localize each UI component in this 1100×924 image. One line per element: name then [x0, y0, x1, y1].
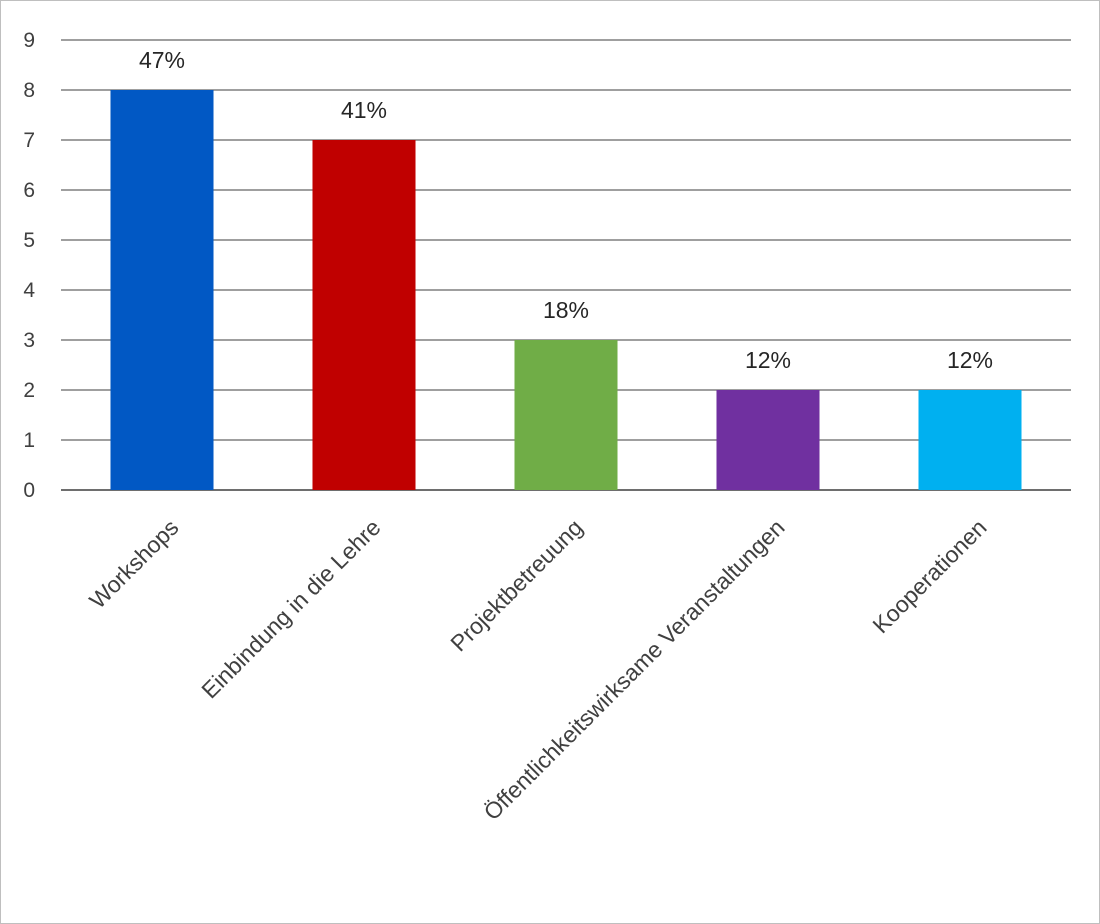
y-tick-label: 8: [23, 79, 35, 102]
y-tick-label: 7: [23, 129, 35, 152]
bar: [514, 340, 618, 490]
bar: [716, 390, 820, 490]
bar: [110, 90, 214, 490]
category-label: Kooperationen: [867, 514, 991, 638]
bar: [918, 390, 1022, 490]
category-label: Einbindung in die Lehre: [196, 514, 385, 703]
data-label: 12%: [947, 347, 993, 373]
y-tick-label: 9: [23, 29, 35, 52]
y-tick-label: 4: [23, 279, 35, 302]
y-tick-label: 2: [23, 379, 35, 402]
category-label: Workshops: [84, 514, 183, 613]
data-labels: 47% 41% 18% 12% 12%: [139, 47, 993, 373]
y-tick-label: 5: [23, 229, 35, 252]
y-tick-label: 6: [23, 179, 35, 202]
y-axis-ticks: 0 1 2 3 4 5 6 7 8 9: [23, 29, 35, 502]
bar: [312, 140, 416, 490]
gridlines: [61, 39, 1071, 491]
y-tick-label: 0: [23, 479, 35, 502]
y-tick-label: 3: [23, 329, 35, 352]
data-label: 47%: [139, 47, 185, 73]
data-label: 18%: [543, 297, 589, 323]
data-label: 12%: [745, 347, 791, 373]
category-label: Projektbetreuung: [445, 514, 587, 656]
y-tick-label: 1: [23, 429, 35, 452]
x-axis-categories: Workshops Einbindung in die Lehre Projektb…: [84, 514, 991, 825]
bars: [110, 90, 1022, 490]
data-label: 41%: [341, 97, 387, 123]
